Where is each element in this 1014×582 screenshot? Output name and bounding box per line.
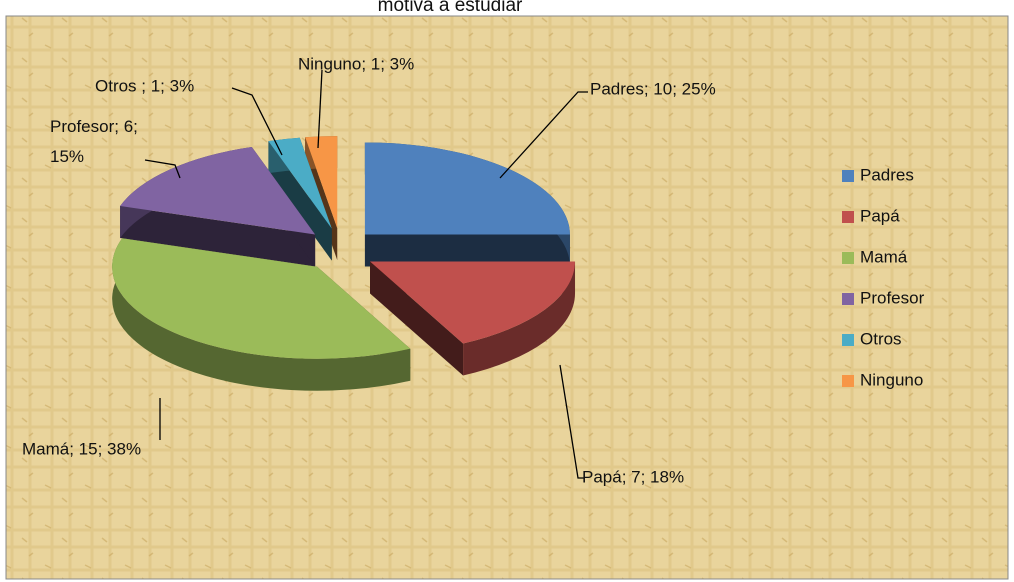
legend-swatch [842,375,854,387]
leader-line [499,91,588,179]
slice-wall [370,261,464,376]
slice [370,261,576,344]
slice [268,137,332,229]
data-label: Profesor; 6; 15% [50,117,138,166]
legend-label: Otros [860,329,902,348]
legend-swatch [842,252,854,264]
data-label: Papá; 7; 18% [582,467,684,486]
leader-line [317,69,323,149]
slice [364,142,570,235]
slice [120,146,316,235]
legend-swatch [842,293,854,305]
legend-swatch [842,170,854,182]
legend-swatch [842,334,854,346]
data-label: Otros ; 1; 3% [95,76,194,95]
data-label: Padres; 10; 25% [590,79,716,98]
legend-label: Mamá [860,247,908,266]
data-label: Mamá; 15; 38% [22,439,141,458]
legend-label: Papá [860,206,900,225]
leader-line [144,159,181,179]
leader-line [559,364,584,479]
slice-wall [364,234,570,267]
labels: Padres; 10; 25% Papá; 7; 18% Mamá; 15; 38%… [22,54,925,486]
legend-swatch [842,211,854,223]
chart-title: motiva a estudiar [378,0,523,16]
slice [112,238,411,359]
legend-label: Padres [860,165,914,184]
slice-side [463,261,576,376]
slice [305,136,338,229]
pie [112,136,576,391]
slice-wall [120,206,316,267]
data-label: Ninguno; 1; 3% [298,54,414,73]
legend-label: Ninguno [860,370,923,389]
legend-label: Profesor [860,288,925,307]
leader-line [231,87,283,156]
slice-side [112,238,411,391]
